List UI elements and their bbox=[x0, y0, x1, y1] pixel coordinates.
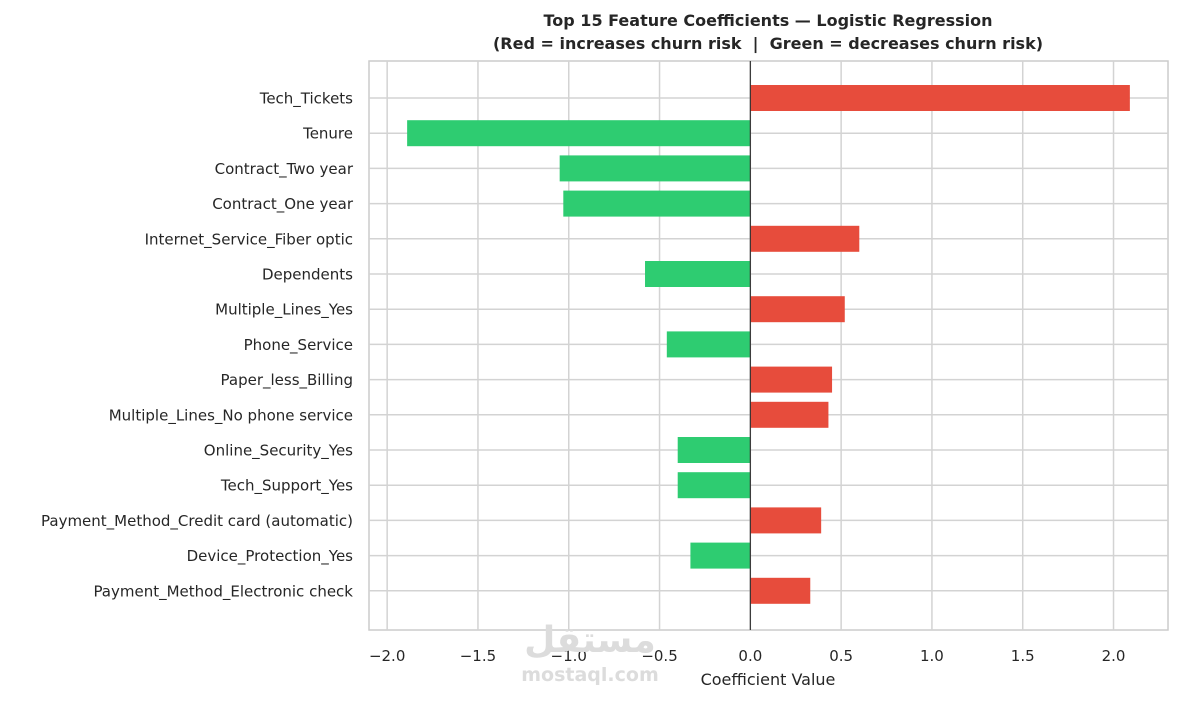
bar-tech-support-yes bbox=[677, 472, 751, 499]
x-tick-labels: −2.0 −1.5 −1.0 −0.5 0.0 0.5 1.0 1.5 2.0 bbox=[369, 647, 1126, 665]
bar-online-security-yes bbox=[677, 437, 751, 463]
y-tick-labels: Tech_Tickets Tenure Contract_Two year Contr… bbox=[41, 90, 354, 602]
bar-payment-method-credit-card-automatic bbox=[750, 507, 822, 534]
x-tick-label: 0.0 bbox=[738, 647, 762, 665]
y-tick-label: Tech_Support_Yes bbox=[220, 477, 353, 496]
y-tick-label: Multiple_Lines_No phone service bbox=[109, 406, 353, 425]
bar-dependents bbox=[645, 261, 751, 287]
bar-tenure bbox=[407, 120, 751, 147]
plot-area bbox=[368, 60, 1169, 631]
bar-phone-service bbox=[666, 331, 751, 358]
bar-contract-one-year bbox=[563, 190, 751, 217]
x-tick-label: −0.5 bbox=[641, 647, 677, 665]
y-tick-label: Payment_Method_Electronic check bbox=[93, 582, 353, 601]
chart-subtitle: (Red = increases churn risk | Green = de… bbox=[493, 34, 1043, 54]
bar-internet-service-fiber-optic bbox=[750, 225, 860, 252]
y-tick-label: Device_Protection_Yes bbox=[187, 547, 354, 566]
bar-multiple-lines-no-phone-service bbox=[750, 401, 829, 428]
x-tick-label: 1.5 bbox=[1011, 647, 1035, 665]
x-tick-label: 2.0 bbox=[1102, 647, 1126, 665]
y-tick-label: Contract_One year bbox=[212, 195, 354, 214]
bars bbox=[407, 85, 1130, 604]
x-tick-label: 1.0 bbox=[920, 647, 944, 665]
x-tick-label: −1.0 bbox=[551, 647, 587, 665]
bar-multiple-lines-yes bbox=[750, 296, 845, 323]
x-tick-label: 0.5 bbox=[829, 647, 853, 665]
x-tick-label: −1.5 bbox=[460, 647, 496, 665]
bar-payment-method-electronic-check bbox=[750, 577, 811, 604]
bar-paper-less-billing bbox=[750, 366, 833, 393]
watermark: مستقل mostaql.com bbox=[521, 620, 659, 686]
y-tick-label: Internet_Service_Fiber optic bbox=[145, 230, 353, 249]
bar-tech-tickets bbox=[750, 85, 1130, 111]
chart-title: Top 15 Feature Coefficients — Logistic R… bbox=[544, 11, 993, 30]
y-tick-label: Tech_Tickets bbox=[259, 90, 353, 109]
x-tick-label: −2.0 bbox=[369, 647, 405, 665]
y-tick-label: Contract_Two year bbox=[215, 160, 354, 179]
y-tick-label: Payment_Method_Credit card (automatic) bbox=[41, 512, 353, 531]
bar-contract-two-year bbox=[559, 155, 751, 182]
watermark-latin: mostaql.com bbox=[521, 664, 659, 686]
y-tick-label: Multiple_Lines_Yes bbox=[215, 301, 353, 320]
bar-device-protection-yes bbox=[690, 542, 751, 569]
watermark-arabic: مستقل bbox=[524, 620, 656, 661]
x-axis-label: Coefficient Value bbox=[701, 670, 836, 689]
y-tick-label: Dependents bbox=[262, 266, 353, 284]
y-tick-label: Tenure bbox=[302, 125, 353, 143]
y-tick-label: Phone_Service bbox=[244, 336, 353, 355]
y-tick-label: Online_Security_Yes bbox=[204, 442, 353, 461]
y-tick-label: Paper_less_Billing bbox=[221, 371, 354, 390]
